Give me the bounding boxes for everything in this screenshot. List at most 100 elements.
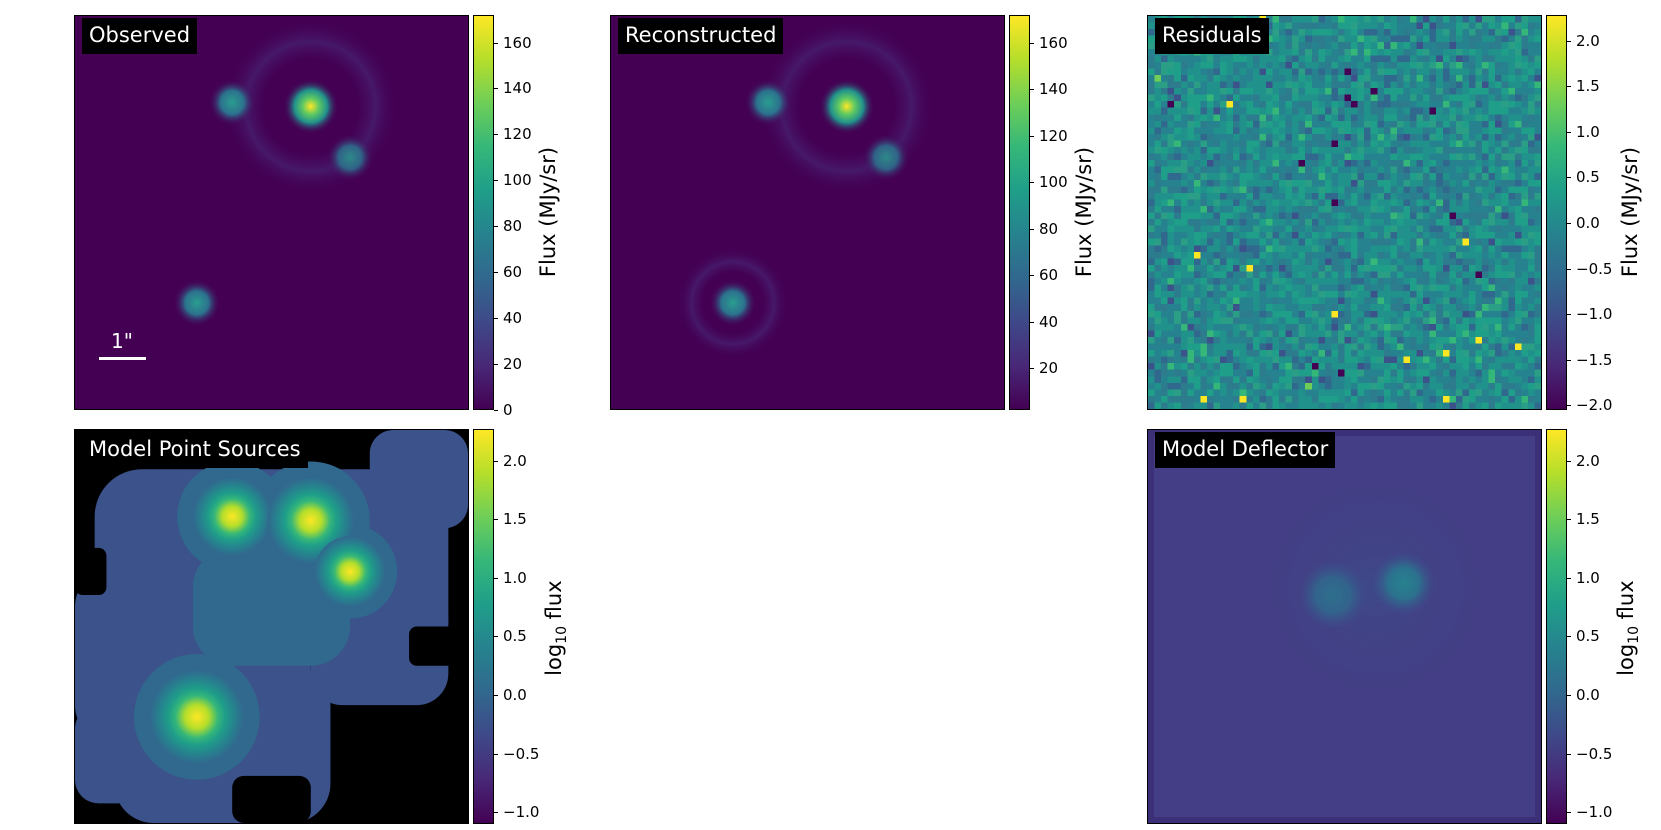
colorbar-tick-label: 0.0 [1576, 213, 1600, 232]
panel-title: Model Deflector [1155, 432, 1336, 468]
colorbar-tick-label: 60 [1039, 266, 1059, 285]
panel-title: Model Point Sources [82, 432, 308, 468]
colorbar-tick-mark [1567, 695, 1571, 697]
colorbar-tick-mark [494, 88, 498, 90]
colorbar-tick-mark [494, 42, 498, 44]
panel-title: Observed [82, 18, 198, 54]
colorbar-tick-mark [494, 577, 498, 579]
colorbar-tick-label: 80 [503, 217, 523, 236]
panel-title: Reconstructed [618, 18, 784, 54]
colorbar-label: log10 flux [1613, 580, 1643, 676]
colorbar-tick-label: 40 [1039, 312, 1059, 331]
colorbar-tick-mark [1030, 182, 1034, 184]
colorbar-observed [473, 15, 494, 410]
colorbar-tick-mark [1030, 89, 1034, 91]
model-deflector-image [1148, 430, 1541, 823]
colorbar-tick-mark [494, 460, 498, 462]
reconstructed-source [744, 78, 792, 127]
colorbar-tick-mark [494, 134, 498, 136]
colorbar-model-point-sources [473, 429, 494, 824]
colorbar-tick-mark [494, 812, 498, 814]
panel-observed: Observed 1" [74, 15, 469, 410]
colorbar-residuals [1546, 15, 1567, 410]
reconstructed-image [611, 16, 1004, 409]
colorbar-tick-mark [1030, 135, 1034, 137]
colorbar-tick-mark [1030, 368, 1034, 370]
model-point-source [192, 477, 272, 556]
colorbar-label: log10 flux [541, 580, 571, 676]
colorbar-label: Flux (MJy/sr) [1072, 146, 1096, 278]
colorbar-ticks: 0 20 40 60 80 100 120 140 160 [494, 15, 564, 419]
panel-model-point-sources: Model Point Sources [74, 429, 469, 824]
colorbar-tick-label: −0.5 [503, 744, 540, 763]
model-point-source [149, 669, 244, 765]
colorbar-tick-label: 1.5 [1576, 510, 1600, 529]
colorbar-tick-label: 20 [1039, 359, 1059, 378]
colorbar-ticks: −2.0 −1.5 −1.0 −0.5 0.0 0.5 1.0 1.5 2.0 [1567, 15, 1637, 414]
colorbar-tick-label: 1.0 [503, 568, 527, 587]
colorbar-tick-label: 160 [503, 33, 532, 52]
colorbar-tick-label: 100 [503, 171, 532, 190]
colorbar-tick-mark [1567, 753, 1571, 755]
colorbar-tick-label: 1.5 [1576, 77, 1600, 96]
colorbar-tick-label: 0.5 [503, 627, 527, 646]
colorbar-label: Flux (MJy/sr) [1618, 146, 1642, 278]
colorbar-tick-mark [1567, 131, 1571, 133]
colorbar-ticks: 20 40 60 80 100 120 140 160 [1030, 15, 1100, 410]
colorbar-tick-mark [1567, 359, 1571, 361]
panel-title: Residuals [1155, 18, 1269, 54]
colorbar-tick-label: −0.5 [1576, 744, 1613, 763]
colorbar-tick-mark [1567, 40, 1571, 42]
colorbar-tick-mark [1030, 42, 1034, 44]
colorbar-tick-label: 0.5 [1576, 627, 1600, 646]
colorbar-tick-mark [1030, 321, 1034, 323]
colorbar-tick-mark [1567, 177, 1571, 179]
colorbar-tick-mark [1567, 636, 1571, 638]
colorbar-tick-label: −1.0 [503, 803, 540, 822]
colorbar-tick-label: 80 [1039, 219, 1059, 238]
reconstructed-source [819, 78, 875, 134]
colorbar-tick-label: 2.0 [1576, 451, 1600, 470]
colorbar-tick-label: 0 [503, 401, 513, 419]
colorbar-tick-label: 0.5 [1576, 168, 1600, 187]
colorbar-tick-label: −1.0 [1576, 305, 1613, 324]
colorbar-tick-label: 140 [1039, 80, 1068, 99]
colorbar-tick-label: 20 [503, 355, 523, 374]
colorbar-tick-mark [1030, 275, 1034, 277]
reconstructed-source [709, 279, 757, 327]
colorbar-tick-label: 0.0 [503, 686, 527, 705]
colorbar-tick-mark [1567, 86, 1571, 88]
colorbar-label: Flux (MJy/sr) [536, 146, 560, 278]
panel-residuals: Residuals [1147, 15, 1542, 410]
colorbar-tick-label: 2.0 [1576, 31, 1600, 50]
colorbar-tick-label: 1.5 [503, 510, 527, 529]
colorbar-tick-mark [494, 226, 498, 228]
colorbar-tick-label: −0.5 [1576, 259, 1613, 278]
colorbar-tick-label: 100 [1039, 173, 1068, 192]
model-point-source [314, 536, 386, 607]
colorbar-tick-mark [494, 695, 498, 697]
panel-reconstructed: Reconstructed [610, 15, 1005, 410]
colorbar-tick-mark [494, 272, 498, 274]
colorbar-tick-label: −2.0 [1576, 396, 1613, 415]
colorbar-reconstructed [1009, 15, 1030, 410]
colorbar-tick-mark [1567, 268, 1571, 270]
colorbar-tick-mark [494, 410, 498, 411]
colorbar-tick-mark [1567, 519, 1571, 521]
colorbar-tick-mark [494, 364, 498, 366]
colorbar-tick-mark [494, 636, 498, 638]
colorbar-tick-label: 40 [503, 309, 523, 328]
panel-model-deflector: Model Deflector [1147, 429, 1542, 824]
colorbar-tick-label: 1.0 [1576, 568, 1600, 587]
observed-source [208, 78, 256, 127]
observed-source [283, 78, 339, 134]
colorbar-tick-label: 60 [503, 263, 523, 282]
colorbar-tick-mark [494, 753, 498, 755]
scalebar-label: 1" [111, 329, 133, 353]
colorbar-tick-mark [494, 180, 498, 182]
residuals-image [1148, 16, 1541, 409]
colorbar-tick-label: 2.0 [503, 451, 527, 470]
colorbar-tick-label: 140 [503, 79, 532, 98]
observed-source [173, 279, 221, 327]
colorbar-tick-mark [494, 318, 498, 320]
